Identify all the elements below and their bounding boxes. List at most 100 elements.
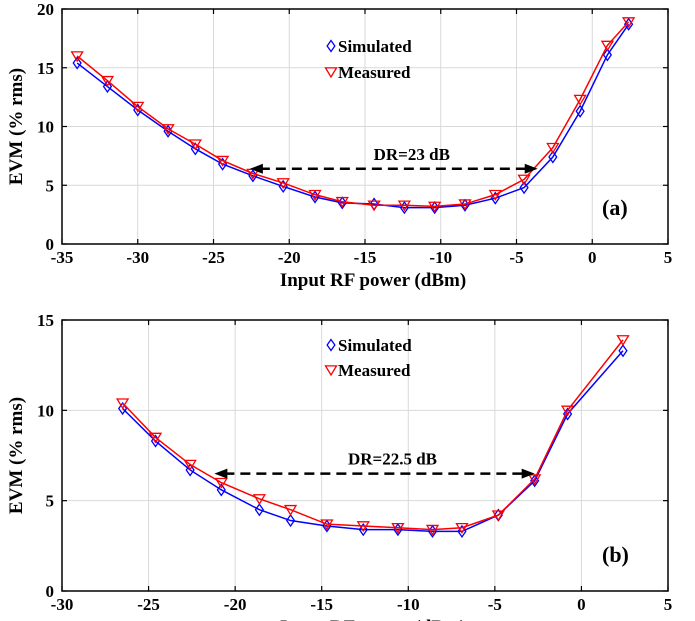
y-tick-label: 5 [46,492,55,511]
x-tick-label: -30 [51,595,74,614]
data-point-measured [600,40,615,52]
legend-label-simulated: Simulated [338,37,412,56]
data-point-measured [100,75,115,87]
data-point-measured [283,504,298,516]
y-tick-label: 10 [37,401,54,420]
arrow-head-right [524,163,538,174]
data-point-measured [546,142,560,154]
data-point-measured [335,196,349,208]
chart-panel-b: -30 -25 -20 -15 -10 -5 0 5 0 5 10 15 Input RF power … [6,311,672,621]
data-point-simulated [254,503,265,517]
x-tick-label: -15 [354,248,377,267]
arrow-head-left [214,468,228,479]
data-point-measured [276,178,290,190]
data-point-measured [214,477,228,489]
data-point-measured [458,199,472,211]
plot-area [62,320,668,591]
data-point-measured [391,522,405,534]
data-point-measured [320,519,334,531]
x-tick-label: -20 [278,248,301,267]
y-axis-label: EVM (% rms) [6,397,27,514]
y-tick-label: 15 [37,59,54,78]
data-point-simulated [190,142,200,156]
x-tick-label: -20 [224,595,247,614]
data-point-simulated [72,56,82,70]
x-tick-label: -5 [488,595,502,614]
legend-label-simulated: Simulated [338,336,412,355]
x-tick-label: -15 [310,595,333,614]
data-point-simulated [602,48,613,62]
legend-label-measured: Measured [338,63,411,82]
data-point-measured [215,155,230,167]
data-point-measured [183,459,197,471]
legend: Simulated Measured [324,336,412,380]
data-point-measured [188,139,202,151]
data-point-measured [488,189,502,201]
data-point-measured [491,510,505,522]
data-point-measured [560,405,575,417]
panel-label: (b) [602,542,629,567]
data-point-simulated [285,513,296,528]
data-point-measured [425,524,440,536]
x-tick-label: -30 [126,248,149,267]
data-point-simulated [185,463,195,477]
data-point-measured [428,201,442,213]
data-point-simulated [575,104,585,118]
data-point-measured [70,51,84,63]
axes-frame [61,319,669,592]
dynamic-range-label: DR=22.5 dB [348,450,437,469]
data-point-measured [131,101,145,113]
data-point-simulated [102,79,113,94]
legend-marker-measured [324,365,338,377]
chart-panel-a: -35 -30 -25 -20 -15 -10 -5 0 5 0 5 10 15 20 Input RF p… [6,0,672,291]
x-axis-label: Input RF power (dBm) [280,617,466,621]
x-tick-label: -10 [429,248,452,267]
data-point-measured [616,335,630,347]
data-point-measured [517,174,531,186]
x-tick-label: -5 [509,248,523,267]
y-tick-label: 20 [37,0,54,19]
x-axis-label: Input RF power (dBm) [280,270,466,291]
legend-marker-measured [324,67,338,79]
x-tick-label: -25 [202,248,225,267]
series-line-measured [76,21,630,208]
panel-label: (a) [602,195,628,220]
data-point-measured [252,494,267,506]
data-point-measured [148,432,163,444]
x-tick-label: -10 [397,595,420,614]
data-point-measured [115,398,130,410]
y-axis-label: EVM (% rms) [6,68,27,185]
y-tick-label: 15 [37,311,54,330]
series-line-simulated [122,350,624,533]
data-point-simulated [519,180,529,195]
legend: Simulated Measured [324,37,412,82]
y-tick-label: 0 [46,235,55,254]
data-point-measured [308,189,322,201]
legend-label-measured: Measured [338,361,411,380]
data-point-simulated [216,483,226,497]
data-point-measured [367,200,381,212]
data-point-simulated [548,150,558,164]
x-tick-label: -25 [137,595,160,614]
arrow-head-right [521,468,535,479]
dynamic-range-label: DR=23 dB [374,145,450,164]
x-tick-label: 5 [664,248,673,267]
data-point-measured [528,474,542,486]
data-point-measured [397,200,412,212]
y-tick-label: 10 [37,118,54,137]
legend-marker-simulated [326,338,336,352]
y-tick-label: 5 [46,176,55,195]
data-point-measured [161,124,175,136]
data-point-measured [455,522,469,534]
data-point-simulated [618,344,628,358]
series-line-measured [122,339,624,531]
data-point-measured [621,17,636,29]
x-tick-label: 0 [577,595,586,614]
data-point-measured [573,94,587,106]
x-tick-label: 0 [588,248,597,267]
data-point-measured [356,521,370,533]
arrow-head-left [249,163,263,174]
y-tick-label: 0 [46,582,55,601]
x-tick-label: 5 [664,595,673,614]
